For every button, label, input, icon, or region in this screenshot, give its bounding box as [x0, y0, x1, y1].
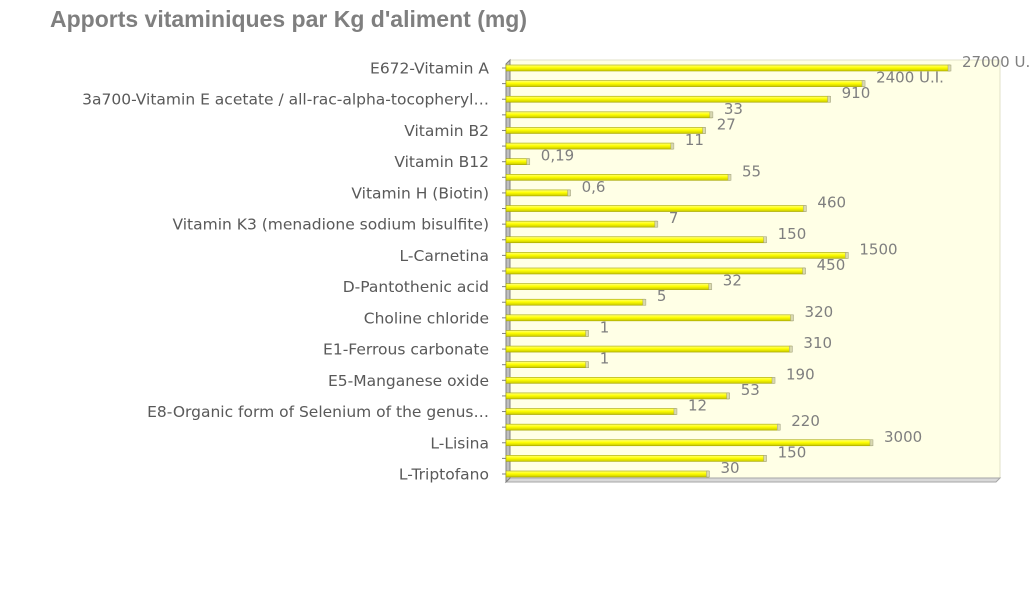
category-label: Vitamin B12: [394, 153, 489, 171]
data-label: 2400 U.I.: [876, 69, 944, 87]
bar: [505, 252, 848, 259]
category-label: E8-Organic form of Selenium of the genus…: [147, 403, 489, 421]
category-label: Vitamin K3 (menadione sodium bisulfite): [172, 216, 489, 234]
bar-end-cap: [642, 298, 647, 306]
bar-end-cap: [567, 189, 571, 197]
category-label: E672-Vitamin A: [370, 60, 489, 78]
data-label: 55: [742, 162, 761, 180]
category-label: Choline chloride: [364, 309, 489, 327]
bar-end-cap: [673, 408, 678, 415]
bar: [505, 142, 674, 150]
bar-end-cap: [763, 455, 767, 462]
bar: [505, 361, 589, 368]
bar-end-cap: [789, 345, 793, 353]
bar: [505, 236, 766, 244]
plot-floor: [504, 477, 1002, 483]
bar-end-cap: [763, 236, 767, 244]
category-label: L-Triptofano: [399, 466, 489, 484]
bar-end-cap: [727, 174, 732, 181]
bar-end-cap: [776, 423, 781, 431]
data-label: 190: [786, 365, 815, 383]
data-label: 32: [723, 272, 742, 290]
data-label: 53: [741, 381, 760, 399]
bar-end-cap: [702, 127, 707, 134]
bar-end-cap: [585, 330, 589, 337]
data-label: 310: [803, 334, 832, 352]
bar-end-cap: [947, 64, 952, 72]
bar: [505, 267, 805, 275]
bar: [505, 95, 830, 103]
bar: [505, 423, 780, 431]
bar: [505, 283, 712, 290]
bar: [505, 298, 646, 306]
bar: [505, 111, 713, 119]
bar: [505, 205, 806, 212]
data-label: 3000: [884, 428, 922, 446]
bar: [505, 330, 589, 337]
bar-end-cap: [869, 439, 874, 447]
bar-end-cap: [706, 470, 710, 478]
bar-end-cap: [585, 361, 589, 368]
data-label: 30: [720, 459, 739, 477]
bar-end-cap: [670, 142, 675, 150]
bar: [505, 408, 677, 415]
category-label: Vitamin B2: [404, 122, 489, 140]
category-label: D-Pantothenic acid: [343, 278, 489, 296]
bar-end-cap: [803, 205, 807, 212]
data-label: 1: [600, 350, 610, 368]
bar: [505, 377, 775, 384]
bar-end-cap: [802, 267, 806, 275]
data-label: 150: [778, 225, 807, 243]
data-label: 0,6: [582, 178, 606, 196]
bar: [505, 189, 570, 197]
category-label: 3a700-Vitamin E acetate / all-rac-alpha-…: [82, 91, 489, 109]
bar: [505, 314, 793, 322]
data-label: 150: [778, 443, 807, 461]
category-label: E5-Manganese oxide: [328, 372, 489, 390]
bar-end-cap: [726, 392, 730, 400]
bar-end-cap: [654, 220, 659, 228]
data-label: 450: [817, 256, 846, 274]
data-label: 5: [657, 287, 667, 305]
bar: [505, 439, 873, 447]
data-label: 1: [600, 318, 610, 336]
category-label: Vitamin H (Biotin): [351, 184, 489, 202]
bar: [505, 174, 731, 181]
data-label: 1500: [859, 240, 897, 258]
bar-end-cap: [827, 95, 831, 103]
bar: [505, 220, 658, 228]
bar: [505, 127, 706, 134]
category-label: L-Lisina: [430, 434, 489, 452]
data-label: 7: [669, 209, 679, 227]
data-label: 12: [688, 397, 707, 415]
bar: [505, 345, 792, 353]
bar-end-cap: [526, 158, 531, 165]
bar-end-cap: [709, 111, 714, 119]
data-label: 27000 U.I.: [962, 53, 1030, 71]
data-label: 320: [805, 303, 834, 321]
bar: [505, 80, 865, 87]
bar-end-cap: [861, 80, 866, 87]
data-label: 27: [717, 115, 736, 133]
data-label: 0,19: [541, 147, 574, 165]
bar: [505, 470, 709, 478]
category-label: L-Carnetina: [400, 247, 489, 265]
bar-end-cap: [845, 252, 849, 259]
bar-end-cap: [708, 283, 713, 290]
data-label: 11: [685, 131, 704, 149]
chart-title: Apports vitaminiques par Kg d'aliment (m…: [50, 6, 528, 32]
data-label: 460: [817, 194, 846, 212]
bar: [505, 158, 530, 165]
data-label: 33: [724, 100, 743, 118]
category-label: E1-Ferrous carbonate: [323, 341, 489, 359]
bar-end-cap: [790, 314, 794, 322]
bar-end-cap: [771, 377, 776, 384]
data-label: 220: [791, 412, 820, 430]
data-label: 910: [842, 84, 871, 102]
